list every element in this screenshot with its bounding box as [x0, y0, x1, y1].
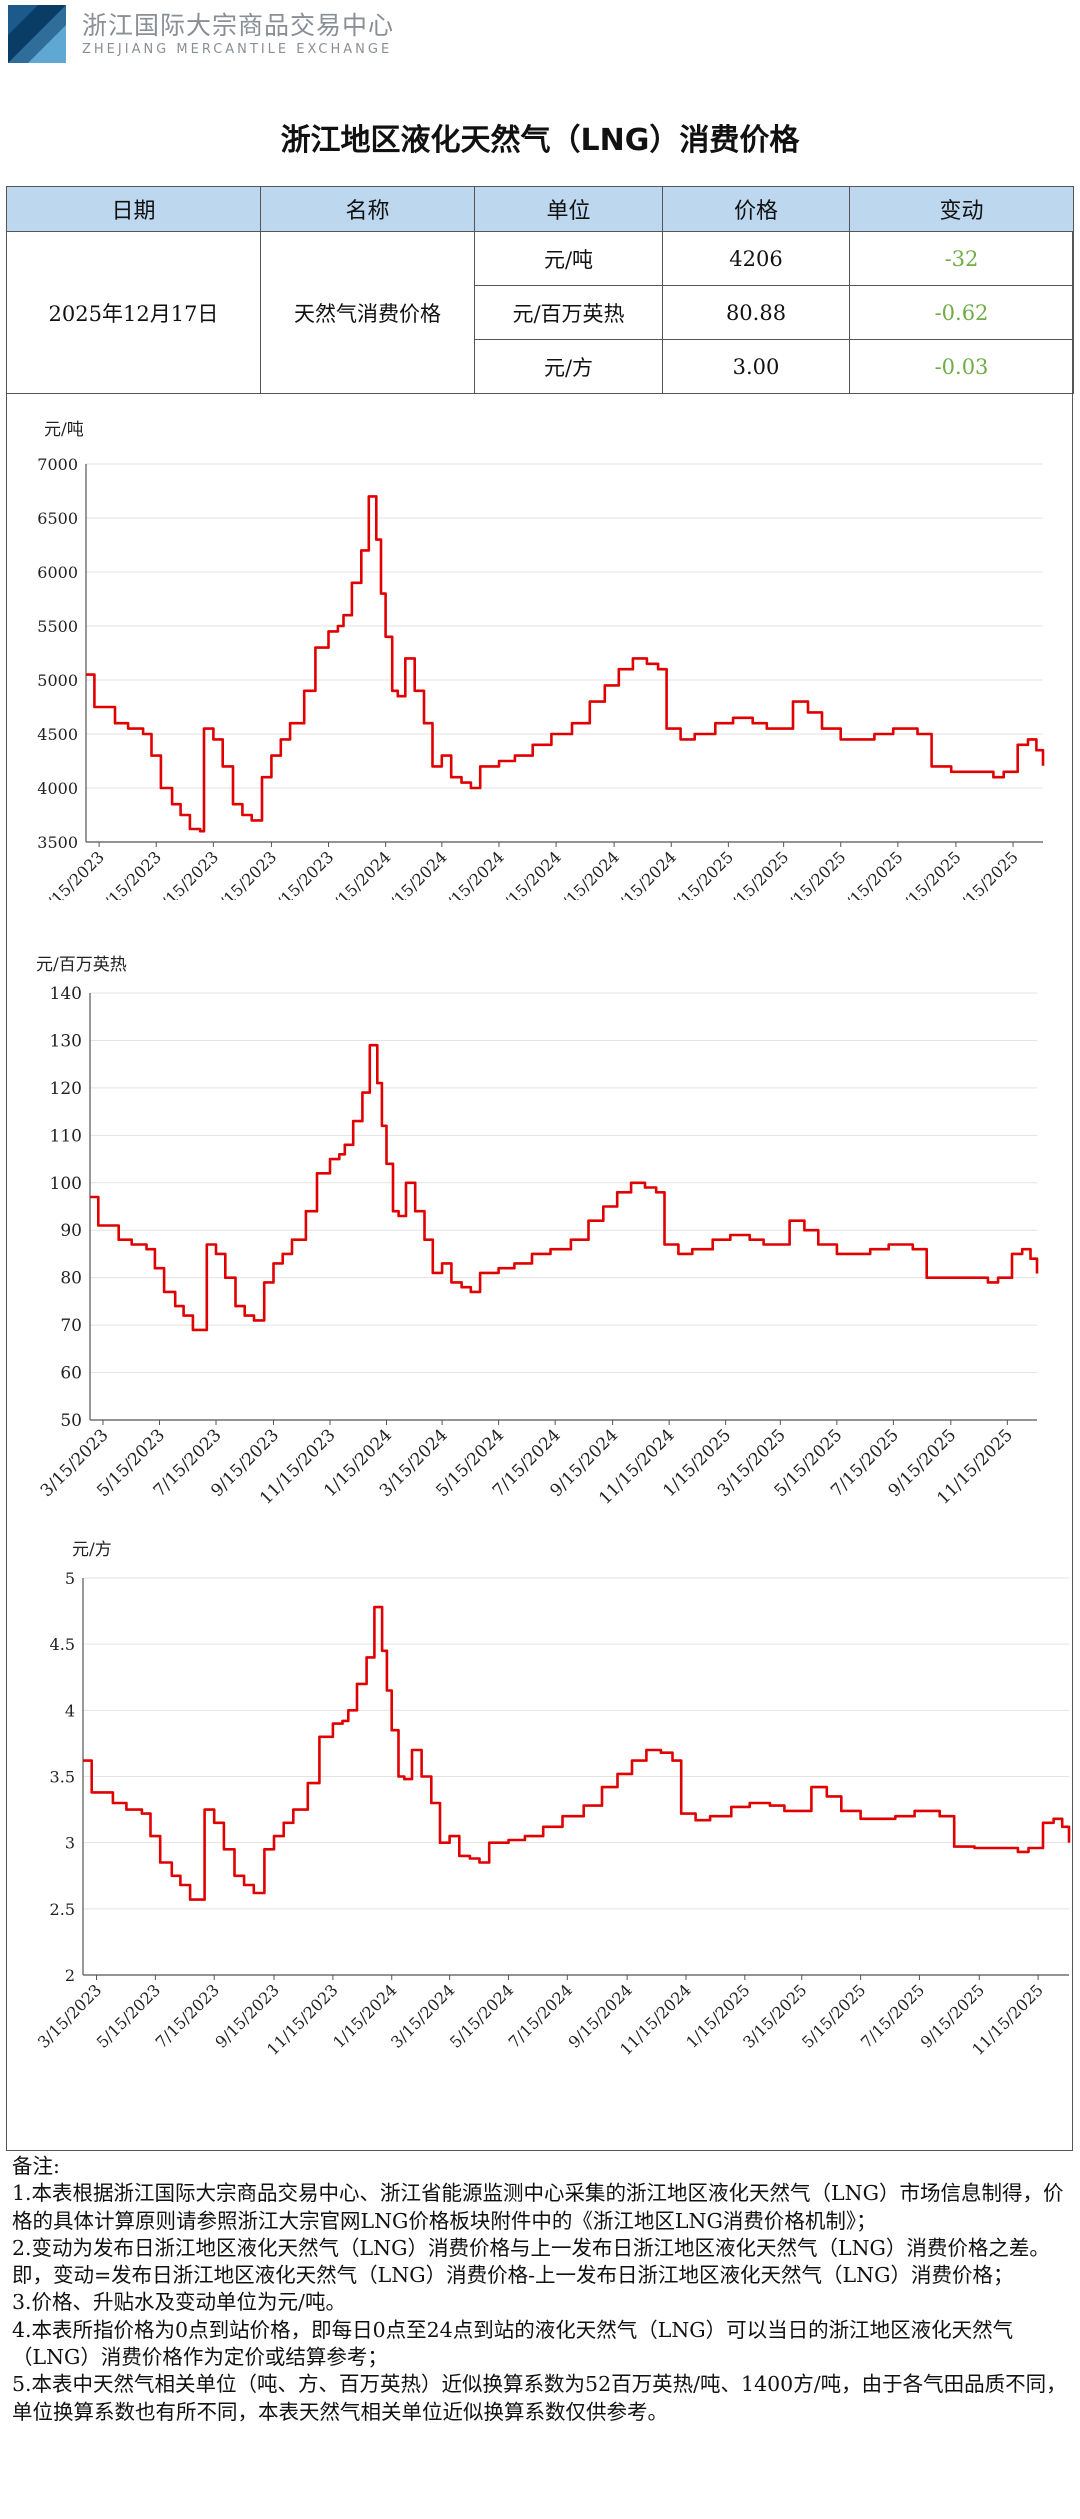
table-row: 元/方 3.00 -0.03: [7, 339, 1074, 394]
y-tick-label: 7000: [37, 455, 78, 474]
y-tick-label: 70: [60, 1316, 82, 1336]
x-tick-label: 1/15/2024: [323, 847, 394, 900]
org-name-en: ZHEJIANG MERCANTILE EXCHANGE: [82, 42, 393, 57]
x-tick-label: 9/15/2025: [893, 847, 964, 900]
y-tick-label: 50: [60, 1411, 82, 1431]
price-chart-per-ton: 3500 4000 4500 5000 5500 6000 6500 7000 3/15/202…: [36, 420, 1045, 900]
y-tick-label: 80: [60, 1269, 82, 1289]
price-cell: 4206: [662, 231, 850, 286]
x-tick-label: 5/15/2024: [436, 847, 507, 900]
change-cell: -0.03: [849, 339, 1074, 394]
note-item: 1.本表根据浙江国际大宗商品交易中心、浙江省能源监测中心采集的浙江地区液化天然气…: [12, 2181, 1064, 2233]
y-tick-label: 4500: [37, 725, 78, 744]
x-tick-label: 9/15/2024: [552, 847, 623, 900]
y-tick-label: 3: [65, 1834, 75, 1853]
x-tick-label: 3/15/2023: [36, 847, 107, 900]
y-tick-label: 3.5: [50, 1768, 75, 1787]
y-tick-label: 6000: [37, 563, 78, 582]
y-tick-label: 4: [65, 1701, 75, 1720]
y-tick-label: 110: [50, 1126, 82, 1146]
notes-heading: 备注:: [12, 2154, 60, 2178]
table-row: 2025年12月17日 天然气消费价格 元/吨 4206 -32: [6, 231, 1074, 394]
page-title: 浙江地区液化天然气（LNG）消费价格: [280, 123, 800, 158]
y-tick-label: 6500: [37, 509, 78, 528]
unit-cell: 元/吨: [474, 231, 663, 286]
price-cell: 80.88: [662, 285, 850, 340]
y-tick-label: 130: [50, 1031, 82, 1051]
change-cell: -32: [849, 231, 1074, 286]
header: 浙江国际大宗商品交易中心 ZHEJIANG MERCANTILE EXCHANG…: [0, 0, 1080, 80]
price-chart-per-mmbtu: 50607080901001101201301403/15/20235/15/2…: [36, 955, 1039, 1509]
price-series-line: [90, 1043, 1039, 1332]
price-table: 日期 名称 单位 价格 变动 2025年12月17日 天然气消费价格 元/吨 4…: [6, 186, 1074, 394]
y-tick-label: 120: [50, 1079, 82, 1099]
price-chart-per-cubic-meter: 22.533.544.553/15/20235/15/20237/15/2023…: [34, 1540, 1071, 2059]
change-cell: -0.62: [849, 285, 1074, 340]
table-header-row: 日期 名称 单位 价格 变动: [6, 186, 1074, 232]
y-tick-label: 2.5: [50, 1900, 75, 1919]
x-tick-label: 7/15/2025: [857, 1980, 928, 2051]
org-name-cn: 浙江国际大宗商品交易中心: [82, 11, 395, 40]
x-tick-label: 9/15/2023: [209, 847, 280, 900]
header-change: 变动: [849, 186, 1074, 232]
unit-cell: 元/方: [474, 339, 663, 394]
table-row: 元/百万英热 80.88 -0.62: [7, 285, 1074, 340]
note-item: 4.本表所指价格为0点到站价格，即每日0点至24点到站的液化天然气（LNG）可以…: [12, 2317, 1014, 2370]
note-item: 2.变动为发布日浙江地区液化天然气（LNG）消费价格与上一发布日浙江地区液化天然…: [12, 2235, 1050, 2288]
price-series-line: [86, 495, 1045, 833]
header-date: 日期: [6, 186, 261, 232]
y-tick-label: 5000: [37, 671, 78, 690]
x-tick-label: 7/15/2024: [493, 847, 564, 900]
y-tick-label: 4.5: [50, 1635, 75, 1654]
y-tick-label: 4000: [37, 779, 78, 798]
header-unit: 单位: [474, 186, 663, 232]
x-tick-label: 7/15/2024: [505, 1980, 576, 2051]
y-unit-label: 元/百万英热: [36, 955, 127, 975]
x-tick-label: 7/15/2025: [835, 847, 906, 900]
x-tick-label: 5/15/2023: [94, 847, 165, 900]
name-cell: 天然气消费价格: [260, 231, 475, 394]
note-item: 3.价格、升贴水及变动单位为元/吨。: [12, 2290, 346, 2315]
y-tick-label: 100: [50, 1174, 82, 1194]
y-tick-label: 5500: [37, 617, 78, 636]
y-tick-label: 60: [60, 1364, 82, 1384]
header-price: 价格: [662, 186, 850, 232]
y-tick-label: 2: [65, 1966, 75, 1985]
x-tick-label: 1/15/2025: [666, 847, 737, 900]
unit-cell: 元/百万英热: [474, 285, 663, 340]
header-name: 名称: [260, 186, 475, 232]
price-series-line: [83, 1605, 1071, 1901]
x-tick-label: 7/15/2023: [151, 847, 222, 900]
x-tick-label: 5/15/2025: [778, 847, 849, 900]
y-tick-label: 90: [60, 1221, 82, 1241]
x-tick-label: 3/15/2024: [379, 847, 450, 900]
exchange-logo-icon: [8, 5, 66, 63]
y-tick-label: 5: [65, 1569, 75, 1588]
notes-section: 备注: 1.本表根据浙江国际大宗商品交易中心、浙江省能源监测中心采集的浙江地区液…: [12, 2153, 1072, 2426]
y-tick-label: 140: [50, 984, 82, 1004]
y-unit-label: 元/吨: [44, 420, 84, 440]
date-cell: 2025年12月17日: [6, 231, 261, 394]
price-cell: 3.00: [662, 339, 850, 394]
note-item: 5.本表中天然气相关单位（吨、方、百万英热）近似换算系数为52百万英热/吨、14…: [12, 2372, 1067, 2424]
x-tick-label: 3/15/2025: [721, 847, 792, 900]
x-tick-label: 7/15/2023: [152, 1980, 223, 2051]
y-unit-label: 元/方: [72, 1540, 112, 1560]
y-tick-label: 3500: [37, 833, 78, 852]
